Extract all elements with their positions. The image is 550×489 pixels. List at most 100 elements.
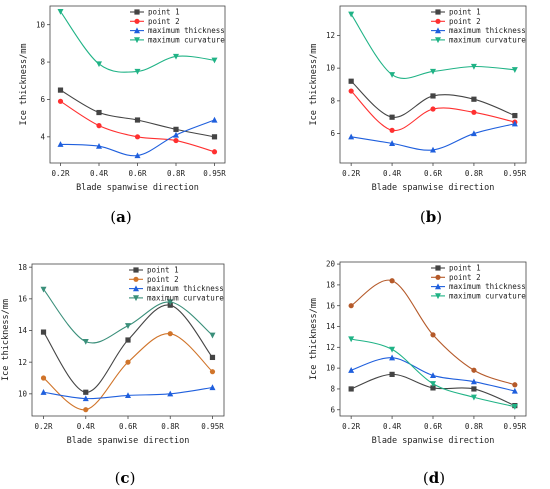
data-point: [470, 394, 477, 401]
x-tick-label: 0.4R: [77, 422, 96, 431]
data-point: [389, 354, 396, 361]
x-tick-label: 0.4R: [383, 422, 402, 431]
data-point: [134, 134, 141, 140]
data-point: [512, 112, 518, 119]
data-point: [211, 57, 218, 64]
legend-marker: [133, 295, 139, 302]
legend-marker: [133, 267, 139, 273]
x-tick-label: 0.95R: [203, 169, 226, 178]
y-tick-label: 6: [330, 129, 335, 138]
data-point: [511, 387, 518, 394]
data-point: [40, 329, 47, 335]
data-point: [82, 338, 89, 345]
y-axis-label: Ice thickness/mm: [19, 44, 29, 126]
x-tick-label: 0.95R: [504, 169, 527, 178]
legend-marker: [435, 283, 441, 290]
data-point: [83, 407, 89, 413]
legend-entry: maximum curvature: [449, 36, 526, 45]
legend-entry: point 1: [449, 8, 481, 17]
y-tick-label: 8: [40, 58, 45, 67]
legend-marker: [435, 265, 441, 271]
x-tick-label: 0.2R: [342, 169, 361, 178]
y-tick-label: 10: [36, 20, 46, 29]
legend-entry: maximum curvature: [147, 294, 224, 303]
legend-entry: point 1: [148, 8, 180, 17]
legend-entry: maximum curvature: [148, 36, 225, 45]
legend-entry: point 2: [148, 17, 180, 26]
data-point: [470, 130, 477, 137]
panel-label: (c): [115, 469, 136, 487]
legend-marker: [134, 18, 140, 24]
series-maximum-thickness: [40, 384, 216, 402]
data-point: [57, 141, 64, 147]
x-axis-label: Blade spanwise direction: [67, 436, 190, 446]
legend-marker: [435, 27, 441, 34]
legend-entry: point 2: [449, 17, 481, 26]
data-point: [430, 381, 436, 387]
series-point-2: [57, 98, 218, 155]
data-point: [348, 367, 355, 373]
panel-label: (d): [423, 469, 445, 487]
legend-marker: [133, 285, 139, 292]
data-point: [348, 303, 354, 309]
y-tick-label: 4: [40, 132, 45, 141]
data-point: [173, 131, 179, 138]
x-tick-label: 0.6R: [424, 169, 443, 178]
data-point: [430, 106, 436, 112]
data-point: [348, 11, 355, 18]
data-point: [348, 78, 354, 84]
legend-entry: point 1: [449, 264, 481, 273]
data-point: [389, 72, 396, 78]
x-tick-label: 0.4R: [90, 169, 109, 178]
x-tick-label: 0.2R: [51, 169, 70, 178]
data-point: [83, 389, 89, 395]
data-point: [173, 53, 179, 60]
x-tick-label: 0.6R: [128, 169, 147, 178]
data-point: [511, 120, 518, 127]
x-axis-label: Blade spanwise direction: [372, 436, 495, 446]
data-point: [125, 337, 131, 343]
data-point: [167, 390, 174, 397]
data-point: [134, 117, 141, 123]
data-point: [511, 404, 518, 410]
x-tick-label: 0.4R: [383, 169, 402, 178]
data-point: [389, 371, 395, 377]
data-point: [389, 114, 395, 120]
y-tick-label: 16: [18, 294, 28, 303]
data-point: [348, 88, 354, 94]
y-tick-label: 12: [326, 31, 335, 40]
data-point: [348, 133, 355, 140]
data-point: [430, 385, 436, 391]
data-point: [209, 354, 216, 361]
y-tick-label: 20: [326, 260, 336, 269]
series-point-2: [348, 278, 518, 388]
data-point: [430, 146, 436, 153]
data-point: [209, 384, 216, 391]
legend-entry: point 2: [147, 275, 179, 284]
series-point-1: [57, 87, 218, 140]
y-tick-label: 10: [18, 389, 28, 398]
legend-marker: [134, 9, 140, 15]
chart-panel-a: 4 6 8 10 0.2R 0.4R 0.6R 0.8R 0.95R Blade spanwise…: [19, 5, 226, 226]
data-point: [96, 61, 102, 68]
legend-marker: [133, 276, 139, 282]
y-axis-label: Ice thickness/mm: [309, 298, 319, 380]
legend-entry: maximum thickness: [449, 26, 526, 35]
y-tick-label: 18: [326, 280, 336, 289]
series-point-2: [40, 331, 216, 413]
x-tick-label: 0.95R: [504, 422, 527, 431]
y-tick-label: 14: [18, 326, 28, 335]
data-point: [471, 109, 477, 115]
data-point: [389, 346, 396, 353]
legend-entry: maximum curvature: [449, 292, 526, 301]
data-point: [211, 134, 218, 140]
data-point: [125, 359, 131, 365]
data-point: [430, 332, 436, 338]
y-tick-label: 6: [40, 95, 45, 104]
data-point: [96, 109, 102, 116]
chart-panel-c: 10 12 14 16 18 0.2R 0.4R 0.6R 0.8R 0.95R Blade spa…: [1, 263, 225, 487]
series-maximum-curvature: [40, 286, 216, 345]
series-line: [350, 13, 515, 79]
